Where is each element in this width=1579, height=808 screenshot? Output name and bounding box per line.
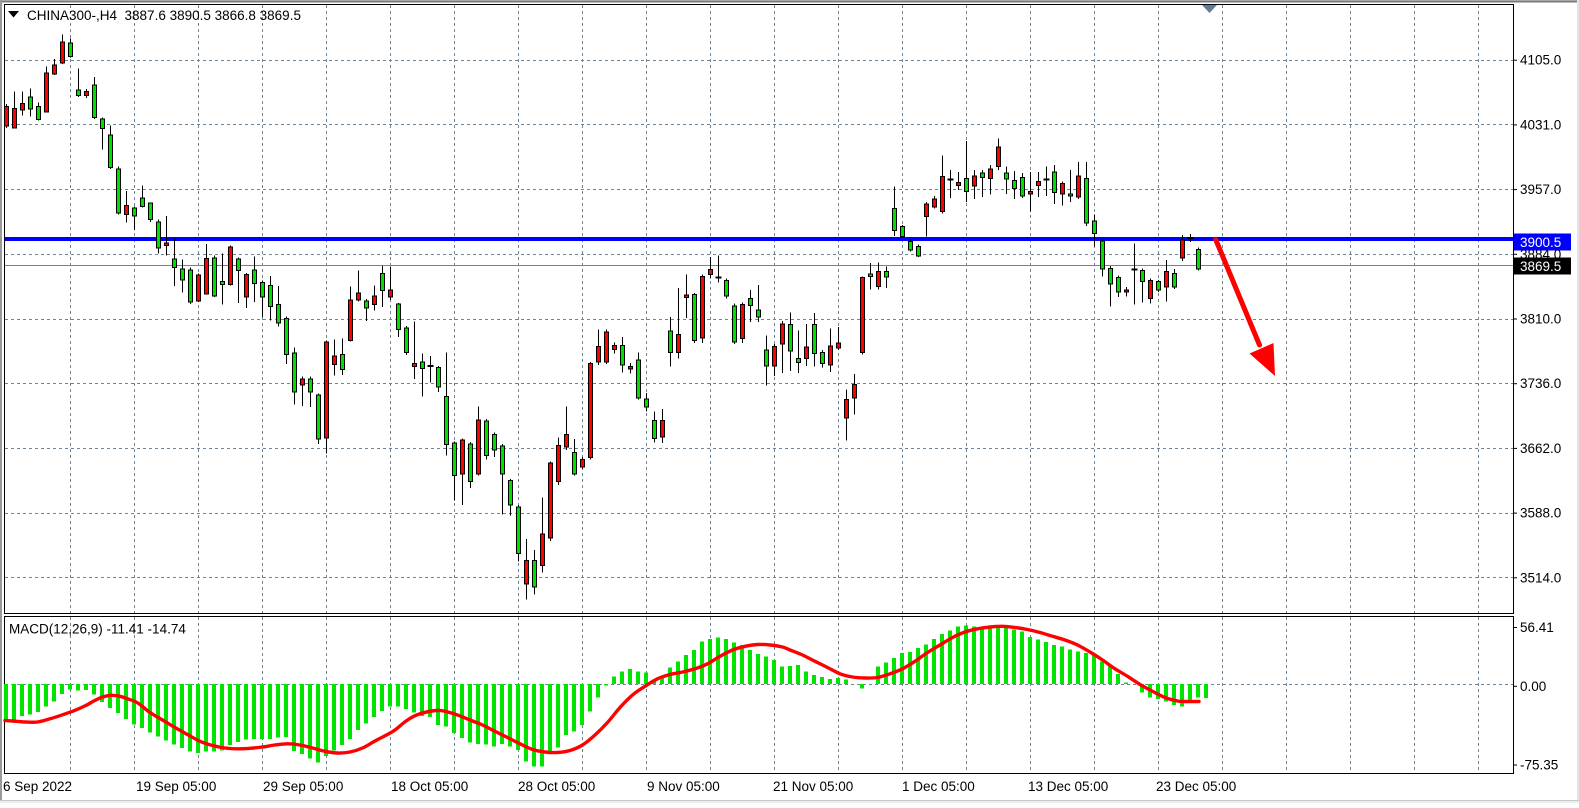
- svg-text:MACD(12,26,9) -11.41 -14.74: MACD(12,26,9) -11.41 -14.74: [9, 622, 186, 637]
- svg-text:CHINA300-,H4 3887.6 3890.5 38: CHINA300-,H4 3887.6 3890.5 3866.8 3869.5: [27, 8, 301, 23]
- svg-text:0.00: 0.00: [1520, 679, 1546, 694]
- svg-text:3736.0: 3736.0: [1520, 376, 1561, 391]
- svg-text:19 Sep 05:00: 19 Sep 05:00: [136, 779, 216, 794]
- svg-text:9 Nov 05:00: 9 Nov 05:00: [647, 779, 720, 794]
- svg-text:13 Dec 05:00: 13 Dec 05:00: [1028, 779, 1108, 794]
- svg-text:28 Oct 05:00: 28 Oct 05:00: [518, 779, 595, 794]
- svg-text:3869.5: 3869.5: [1520, 259, 1561, 274]
- svg-text:6 Sep 2022: 6 Sep 2022: [3, 779, 72, 794]
- svg-text:3514.0: 3514.0: [1520, 570, 1561, 585]
- svg-text:-75.35: -75.35: [1520, 758, 1558, 773]
- svg-text:3588.0: 3588.0: [1520, 506, 1561, 521]
- svg-text:3662.0: 3662.0: [1520, 441, 1561, 456]
- svg-text:23 Dec 05:00: 23 Dec 05:00: [1156, 779, 1236, 794]
- svg-text:3810.0: 3810.0: [1520, 312, 1561, 327]
- svg-text:3957.0: 3957.0: [1520, 182, 1561, 197]
- svg-text:1 Dec 05:00: 1 Dec 05:00: [902, 779, 975, 794]
- svg-text:3900.5: 3900.5: [1520, 235, 1561, 250]
- svg-text:21 Nov 05:00: 21 Nov 05:00: [773, 779, 853, 794]
- svg-text:4031.0: 4031.0: [1520, 117, 1561, 132]
- svg-text:56.41: 56.41: [1520, 620, 1554, 635]
- svg-text:18 Oct 05:00: 18 Oct 05:00: [391, 779, 468, 794]
- svg-text:4105.0: 4105.0: [1520, 53, 1561, 68]
- svg-text:29 Sep 05:00: 29 Sep 05:00: [263, 779, 343, 794]
